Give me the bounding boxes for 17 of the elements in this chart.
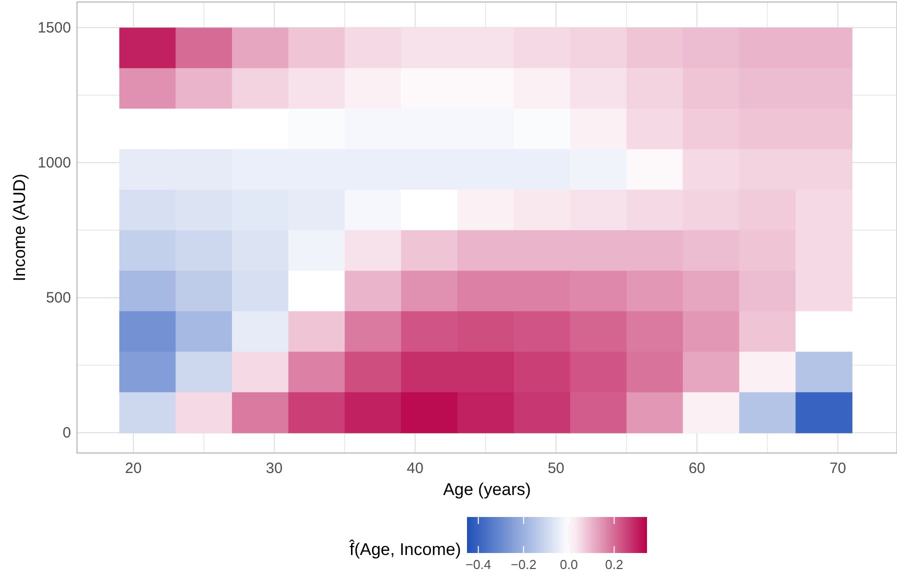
x-tick-label: 60: [688, 460, 706, 477]
x-tick-label: 70: [829, 460, 846, 477]
x-tick-label: 50: [548, 460, 564, 477]
y-axis-title: Income (AUD): [10, 174, 29, 282]
color-bar-label: −0.2: [510, 557, 536, 572]
y-tick-label: 500: [46, 290, 71, 307]
x-tick-label: 40: [406, 460, 424, 477]
x-tick-label: 20: [125, 460, 142, 477]
x-tick-label: 30: [266, 460, 283, 477]
x-axis-title: Age (years): [443, 480, 531, 499]
y-tick-label: 1000: [38, 154, 71, 172]
color-bar-label: −0.4: [465, 557, 492, 572]
y-tick-label: 0: [62, 424, 71, 442]
color-bar-title: f̂(Age, Income): [348, 539, 461, 559]
y-tick-label: 1500: [38, 20, 71, 37]
color-bar-label: 0.2: [605, 557, 624, 572]
color-bar-label: 0.0: [560, 557, 578, 572]
